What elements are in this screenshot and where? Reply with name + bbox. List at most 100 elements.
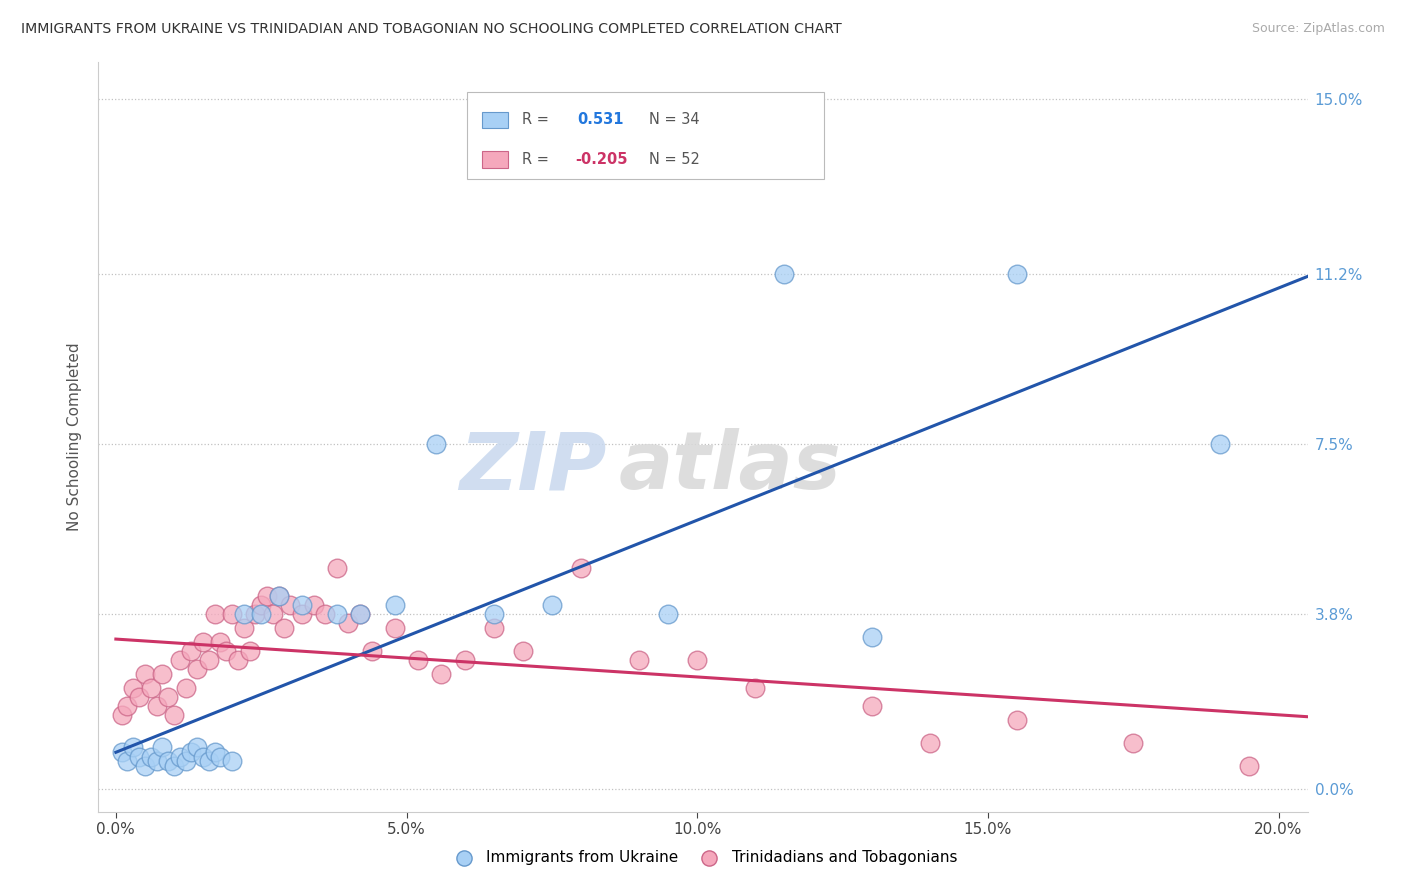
Point xyxy=(186,740,208,755)
Point xyxy=(384,621,406,635)
Point xyxy=(425,437,447,451)
Point xyxy=(1005,713,1028,727)
Point xyxy=(267,589,290,603)
Text: R =: R = xyxy=(522,153,553,167)
Point xyxy=(860,698,883,713)
Text: atlas: atlas xyxy=(619,428,841,506)
Point xyxy=(1005,267,1028,281)
Point xyxy=(291,607,314,621)
Point xyxy=(169,749,191,764)
Point xyxy=(262,607,284,621)
Point xyxy=(453,653,475,667)
Point xyxy=(1122,736,1144,750)
Text: Source: ZipAtlas.com: Source: ZipAtlas.com xyxy=(1251,22,1385,36)
Point xyxy=(314,607,336,621)
Point xyxy=(150,666,173,681)
Point xyxy=(169,653,191,667)
Text: -0.205: -0.205 xyxy=(575,153,627,167)
Point xyxy=(326,607,349,621)
Point xyxy=(191,634,214,648)
Point xyxy=(273,621,295,635)
Point xyxy=(349,607,371,621)
Point xyxy=(134,666,156,681)
Point xyxy=(139,681,162,695)
Point xyxy=(291,598,314,612)
Point xyxy=(267,589,290,603)
Point xyxy=(163,758,186,772)
Point xyxy=(384,598,406,612)
Point xyxy=(482,607,505,621)
Point xyxy=(1239,758,1261,772)
Point xyxy=(134,758,156,772)
Point xyxy=(918,736,941,750)
Point xyxy=(628,653,651,667)
Point xyxy=(157,754,180,768)
Point xyxy=(860,630,883,644)
Point xyxy=(198,754,221,768)
Point xyxy=(122,681,145,695)
Point xyxy=(111,745,134,759)
Point xyxy=(744,681,766,695)
Point xyxy=(180,644,202,658)
Point xyxy=(221,607,243,621)
Point xyxy=(540,598,562,612)
Point xyxy=(1209,437,1232,451)
Point xyxy=(232,621,254,635)
Point xyxy=(773,267,796,281)
Point xyxy=(337,616,360,631)
FancyBboxPatch shape xyxy=(482,112,509,128)
Point xyxy=(215,644,238,658)
Point xyxy=(139,749,162,764)
Legend: Immigrants from Ukraine, Trinidadians and Tobagonians: Immigrants from Ukraine, Trinidadians an… xyxy=(441,845,965,871)
Point xyxy=(122,740,145,755)
Text: ZIP: ZIP xyxy=(458,428,606,506)
Point xyxy=(221,754,243,768)
Point xyxy=(204,745,226,759)
Point xyxy=(278,598,301,612)
Text: R =: R = xyxy=(522,112,558,128)
Point xyxy=(256,589,278,603)
Point xyxy=(326,561,349,575)
Point xyxy=(569,561,592,575)
Point xyxy=(150,740,173,755)
Point xyxy=(145,698,167,713)
Point xyxy=(117,698,139,713)
Point xyxy=(117,754,139,768)
Point xyxy=(163,708,186,723)
Text: N = 52: N = 52 xyxy=(648,153,699,167)
Point xyxy=(245,607,267,621)
Point xyxy=(239,644,262,658)
Point xyxy=(128,690,150,704)
Point xyxy=(174,754,197,768)
Point xyxy=(226,653,249,667)
Point xyxy=(232,607,254,621)
Text: 0.531: 0.531 xyxy=(578,112,624,128)
Point xyxy=(406,653,429,667)
Point xyxy=(191,749,214,764)
Point xyxy=(204,607,226,621)
FancyBboxPatch shape xyxy=(482,152,509,168)
Y-axis label: No Schooling Completed: No Schooling Completed xyxy=(67,343,83,532)
Point xyxy=(360,644,382,658)
Text: IMMIGRANTS FROM UKRAINE VS TRINIDADIAN AND TOBAGONIAN NO SCHOOLING COMPLETED COR: IMMIGRANTS FROM UKRAINE VS TRINIDADIAN A… xyxy=(21,22,842,37)
Text: N = 34: N = 34 xyxy=(648,112,699,128)
Point xyxy=(145,754,167,768)
Point xyxy=(186,662,208,676)
Point xyxy=(657,607,679,621)
Point xyxy=(180,745,202,759)
Point xyxy=(349,607,371,621)
Point xyxy=(430,666,453,681)
Point xyxy=(111,708,134,723)
Point xyxy=(250,607,273,621)
Point xyxy=(209,634,232,648)
Point xyxy=(512,644,534,658)
Point xyxy=(482,621,505,635)
Point xyxy=(128,749,150,764)
Point xyxy=(198,653,221,667)
FancyBboxPatch shape xyxy=(467,93,824,178)
Point xyxy=(174,681,197,695)
Point xyxy=(157,690,180,704)
Point xyxy=(250,598,273,612)
Point xyxy=(302,598,325,612)
Point xyxy=(209,749,232,764)
